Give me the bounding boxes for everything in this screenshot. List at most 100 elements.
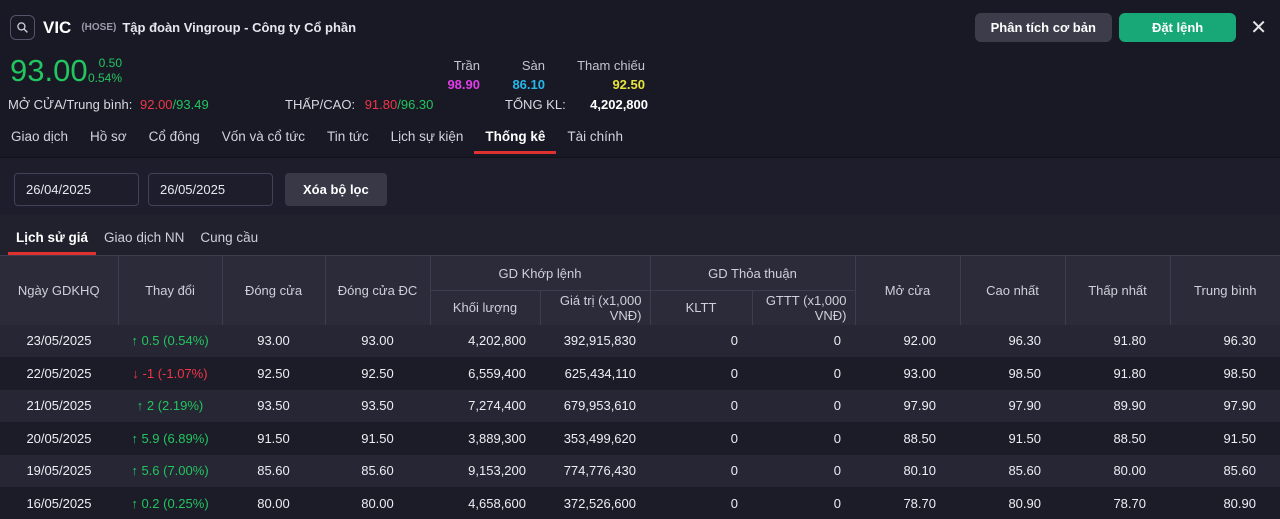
- avg-cell: 97.90: [1170, 389, 1280, 422]
- high-cell: 96.30: [960, 324, 1065, 357]
- table-header: Ngày GDKHQ Thay đổi Đóng cửa Đóng cửa ĐC…: [0, 255, 1280, 325]
- open-cell: 78.70: [855, 487, 960, 519]
- adj-close-cell: 93.50: [325, 389, 430, 422]
- high-cell: 80.90: [960, 487, 1065, 519]
- col-date[interactable]: Ngày GDKHQ: [0, 255, 118, 325]
- price-change: 0.50 0.54%: [76, 56, 122, 86]
- change-text: 5.9 (6.89%): [137, 430, 209, 446]
- from-date-input[interactable]: [14, 173, 139, 206]
- low-cell: 78.70: [1065, 487, 1170, 519]
- arrow-up-icon: ↑: [136, 398, 144, 414]
- close-cell: 93.50: [222, 389, 325, 422]
- value-cell: 679,953,610: [540, 389, 650, 422]
- table-row: 16/05/2025 ↑ 0.2 (0.25%) 80.00 80.00 4,658,6…: [0, 487, 1280, 519]
- arrow-up-icon: ↑: [131, 463, 138, 479]
- high-cell: 98.50: [960, 357, 1065, 390]
- main-tab[interactable]: Giao dịch: [11, 129, 69, 144]
- col-high[interactable]: Cao nhất: [959, 255, 1065, 325]
- fundamental-analysis-button[interactable]: Phân tích cơ bản: [974, 13, 1112, 42]
- main-tab[interactable]: Cổ đông: [148, 129, 200, 144]
- reference-label: Tham chiếu: [577, 58, 645, 73]
- col-avg[interactable]: Trung bình: [1169, 255, 1280, 325]
- to-date-input[interactable]: [148, 173, 273, 206]
- company-name: Tập đoàn Vingroup - Công ty Cổ phần: [122, 20, 357, 35]
- high-cell: 97.90: [960, 389, 1065, 422]
- change-cell: ↑ 2 (2.19%): [118, 389, 222, 422]
- open-cell: 88.50: [855, 422, 960, 455]
- main-tab[interactable]: Hồ sơ: [90, 129, 127, 144]
- main-tab[interactable]: Lịch sự kiện: [390, 129, 464, 144]
- low-high-line: THẤP/CAO: 91.80/96.30: [285, 97, 433, 112]
- gttt-cell: 0: [752, 389, 855, 422]
- adj-close-cell: 93.00: [325, 324, 430, 357]
- quote-section: 93.00 0.50 0.54% MỞ CỬA/Trung bình: 92.0…: [0, 53, 1280, 127]
- main-tabs: Giao dịch Hồ sơ Cổ đông Vốn và cổ tức Tin tứ…: [0, 127, 1280, 158]
- history-subtab[interactable]: Lịch sử giá: [8, 220, 97, 255]
- arrow-up-icon: ↑: [131, 430, 138, 446]
- gttt-cell: 0: [752, 487, 855, 519]
- main-tab[interactable]: Tài chính: [567, 129, 623, 144]
- history-subtab[interactable]: Cung cầu: [200, 230, 259, 245]
- low-high-label: THẤP/CAO:: [285, 97, 356, 112]
- gttt-cell: 0: [752, 357, 855, 390]
- avg-cell: 80.90: [1170, 487, 1280, 519]
- value-cell: 372,526,600: [540, 487, 650, 519]
- close-cell: 80.00: [222, 487, 325, 519]
- clear-filter-button[interactable]: Xóa bộ lọc: [285, 173, 387, 206]
- col-value[interactable]: Giá trị (x1,000 VNĐ): [539, 290, 650, 325]
- main-tab[interactable]: Thống kê: [474, 127, 557, 154]
- gttt-cell: 0: [752, 324, 855, 357]
- date-cell: 22/05/2025: [0, 357, 118, 390]
- table-row: 20/05/2025 ↑ 5.9 (6.89%) 91.50 91.50 3,889,3…: [0, 422, 1280, 455]
- history-subtab[interactable]: Giao dịch NN: [104, 230, 185, 245]
- place-order-button[interactable]: Đặt lệnh: [1118, 13, 1237, 42]
- high-cell: 91.50: [960, 422, 1065, 455]
- average-price: /93.49: [172, 97, 209, 112]
- arrow-down-icon: ↓: [132, 365, 139, 381]
- open-average-label: MỞ CỬA/Trung bình:: [8, 97, 133, 112]
- close-cell: 93.00: [222, 324, 325, 357]
- close-cell: 91.50: [222, 422, 325, 455]
- change-text: 5.6 (7.00%): [137, 463, 209, 479]
- stock-symbol: VIC: [43, 17, 72, 37]
- main-tab[interactable]: Tin tức: [327, 129, 369, 144]
- adj-close-cell: 91.50: [325, 422, 430, 455]
- table-row: 23/05/2025 ↑ 0.5 (0.54%) 93.00 93.00 4,202,8…: [0, 324, 1280, 357]
- col-low[interactable]: Thấp nhất: [1064, 255, 1170, 325]
- low-cell: 91.80: [1065, 324, 1170, 357]
- kltt-cell: 0: [650, 389, 752, 422]
- col-kltt[interactable]: KLTT: [649, 290, 752, 325]
- reference-cell: Tham chiếu 92.50: [565, 58, 645, 92]
- search-icon: [16, 21, 29, 34]
- change-cell: ↑ 5.6 (7.00%): [118, 454, 222, 487]
- total-volume-label: TỔNG KL:: [505, 97, 566, 112]
- floor-price: 86.10: [512, 77, 545, 92]
- change-cell: ↑ 0.5 (0.54%): [118, 324, 222, 357]
- col-volume[interactable]: Khối lượng: [429, 290, 540, 325]
- search-button[interactable]: [10, 15, 35, 40]
- value-cell: 353,499,620: [540, 422, 650, 455]
- adj-close-cell: 92.50: [325, 357, 430, 390]
- change-value: 0.50: [98, 56, 122, 70]
- ceiling-cell: Trần 98.90: [425, 58, 480, 92]
- kltt-cell: 0: [650, 487, 752, 519]
- date-cell: 23/05/2025: [0, 324, 118, 357]
- floor-label: Sàn: [521, 58, 545, 73]
- change-text: 0.2 (0.25%): [137, 495, 209, 511]
- col-group-matched: GD Khớp lệnh: [429, 255, 650, 291]
- close-cell: 85.60: [222, 454, 325, 487]
- col-gttt[interactable]: GTTT (x1,000 VNĐ): [751, 290, 855, 325]
- close-icon[interactable]: ✕: [1250, 16, 1267, 39]
- table-row: 19/05/2025 ↑ 5.6 (7.00%) 85.60 85.60 9,153,2…: [0, 454, 1280, 487]
- col-change[interactable]: Thay đổi: [117, 255, 222, 325]
- col-open[interactable]: Mở cửa: [854, 255, 960, 325]
- date-cell: 19/05/2025: [0, 454, 118, 487]
- col-adj-close[interactable]: Đóng cửa ĐC: [324, 255, 430, 325]
- change-text: 2 (2.19%): [143, 398, 204, 414]
- low-cell: 89.90: [1065, 389, 1170, 422]
- gttt-cell: 0: [752, 422, 855, 455]
- col-close[interactable]: Đóng cửa: [221, 255, 325, 325]
- adj-close-cell: 85.60: [325, 454, 430, 487]
- main-tab[interactable]: Vốn và cổ tức: [221, 129, 306, 144]
